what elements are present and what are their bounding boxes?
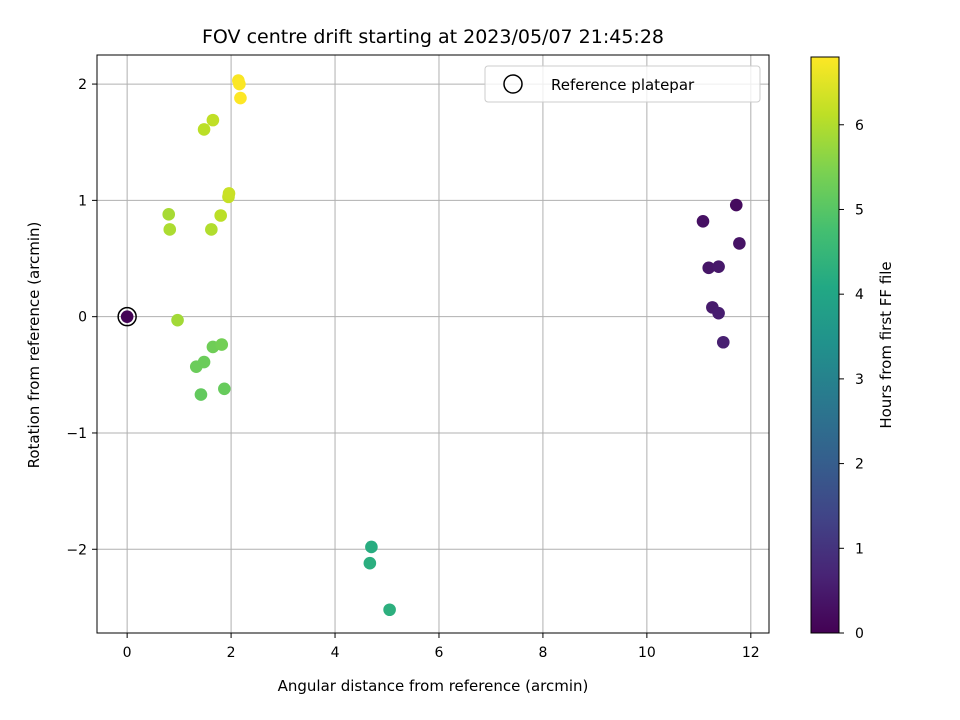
data-point bbox=[215, 338, 229, 351]
colorbar-tick-label: 6 bbox=[855, 118, 864, 134]
colorbar-gradient bbox=[810, 56, 840, 634]
legend-label-reference: Reference platepar bbox=[551, 76, 695, 94]
data-point bbox=[206, 113, 220, 127]
x-tick-label: 6 bbox=[435, 645, 444, 661]
x-tick-label: 0 bbox=[123, 645, 132, 661]
data-point bbox=[702, 261, 716, 275]
data-point bbox=[383, 603, 396, 617]
chart-title: FOV centre drift starting at 2023/05/07 … bbox=[202, 26, 664, 48]
data-point bbox=[218, 382, 231, 396]
x-tick-label: 10 bbox=[638, 645, 656, 661]
colorbar-tick-label: 3 bbox=[855, 372, 864, 388]
data-point bbox=[716, 335, 730, 349]
y-tick-label: −2 bbox=[66, 542, 87, 558]
colorbar-tick-label: 5 bbox=[855, 202, 864, 218]
data-point bbox=[197, 123, 211, 136]
x-axis-label: Angular distance from reference (arcmin) bbox=[278, 677, 589, 695]
data-point bbox=[171, 313, 184, 327]
data-point bbox=[162, 208, 176, 221]
data-point bbox=[729, 198, 743, 212]
colorbar-tick-label: 4 bbox=[855, 287, 864, 303]
data-point bbox=[197, 355, 211, 369]
data-point bbox=[205, 223, 218, 236]
y-tick-label: 1 bbox=[78, 193, 87, 209]
x-tick-label: 2 bbox=[227, 645, 236, 661]
data-point bbox=[712, 260, 725, 273]
x-tick-label: 4 bbox=[331, 645, 340, 661]
y-axis-label: Rotation from reference (arcmin) bbox=[25, 222, 43, 469]
data-point bbox=[233, 77, 246, 91]
data-point bbox=[712, 306, 725, 320]
data-point bbox=[222, 187, 236, 200]
x-tick-label: 8 bbox=[538, 645, 547, 661]
data-point bbox=[234, 91, 247, 105]
colorbar-tick-label: 0 bbox=[855, 626, 864, 642]
colorbar-label: Hours from first FF file bbox=[877, 261, 895, 428]
x-tick-label: 12 bbox=[742, 645, 760, 661]
data-point bbox=[365, 540, 378, 554]
plot-frame bbox=[96, 54, 770, 634]
legend-marker-reference bbox=[503, 74, 523, 94]
data-point bbox=[163, 223, 177, 236]
reference-platepar-marker bbox=[117, 306, 137, 327]
data-point bbox=[696, 215, 710, 228]
legend-box bbox=[484, 65, 761, 103]
data-point bbox=[363, 556, 377, 570]
colorbar-tick-label: 1 bbox=[855, 541, 864, 557]
data-point bbox=[733, 237, 746, 250]
data-point bbox=[214, 209, 227, 222]
legend: Reference platepar bbox=[484, 65, 761, 103]
colorbar: 0 1 2 3 4 5 6 bbox=[810, 56, 864, 642]
y-tick-label: 0 bbox=[78, 310, 87, 326]
colorbar-tick-label: 2 bbox=[855, 457, 864, 473]
y-tick-label: 2 bbox=[78, 77, 87, 93]
y-tick-label: −1 bbox=[66, 426, 87, 442]
data-point bbox=[120, 310, 134, 323]
data-point bbox=[194, 388, 208, 401]
